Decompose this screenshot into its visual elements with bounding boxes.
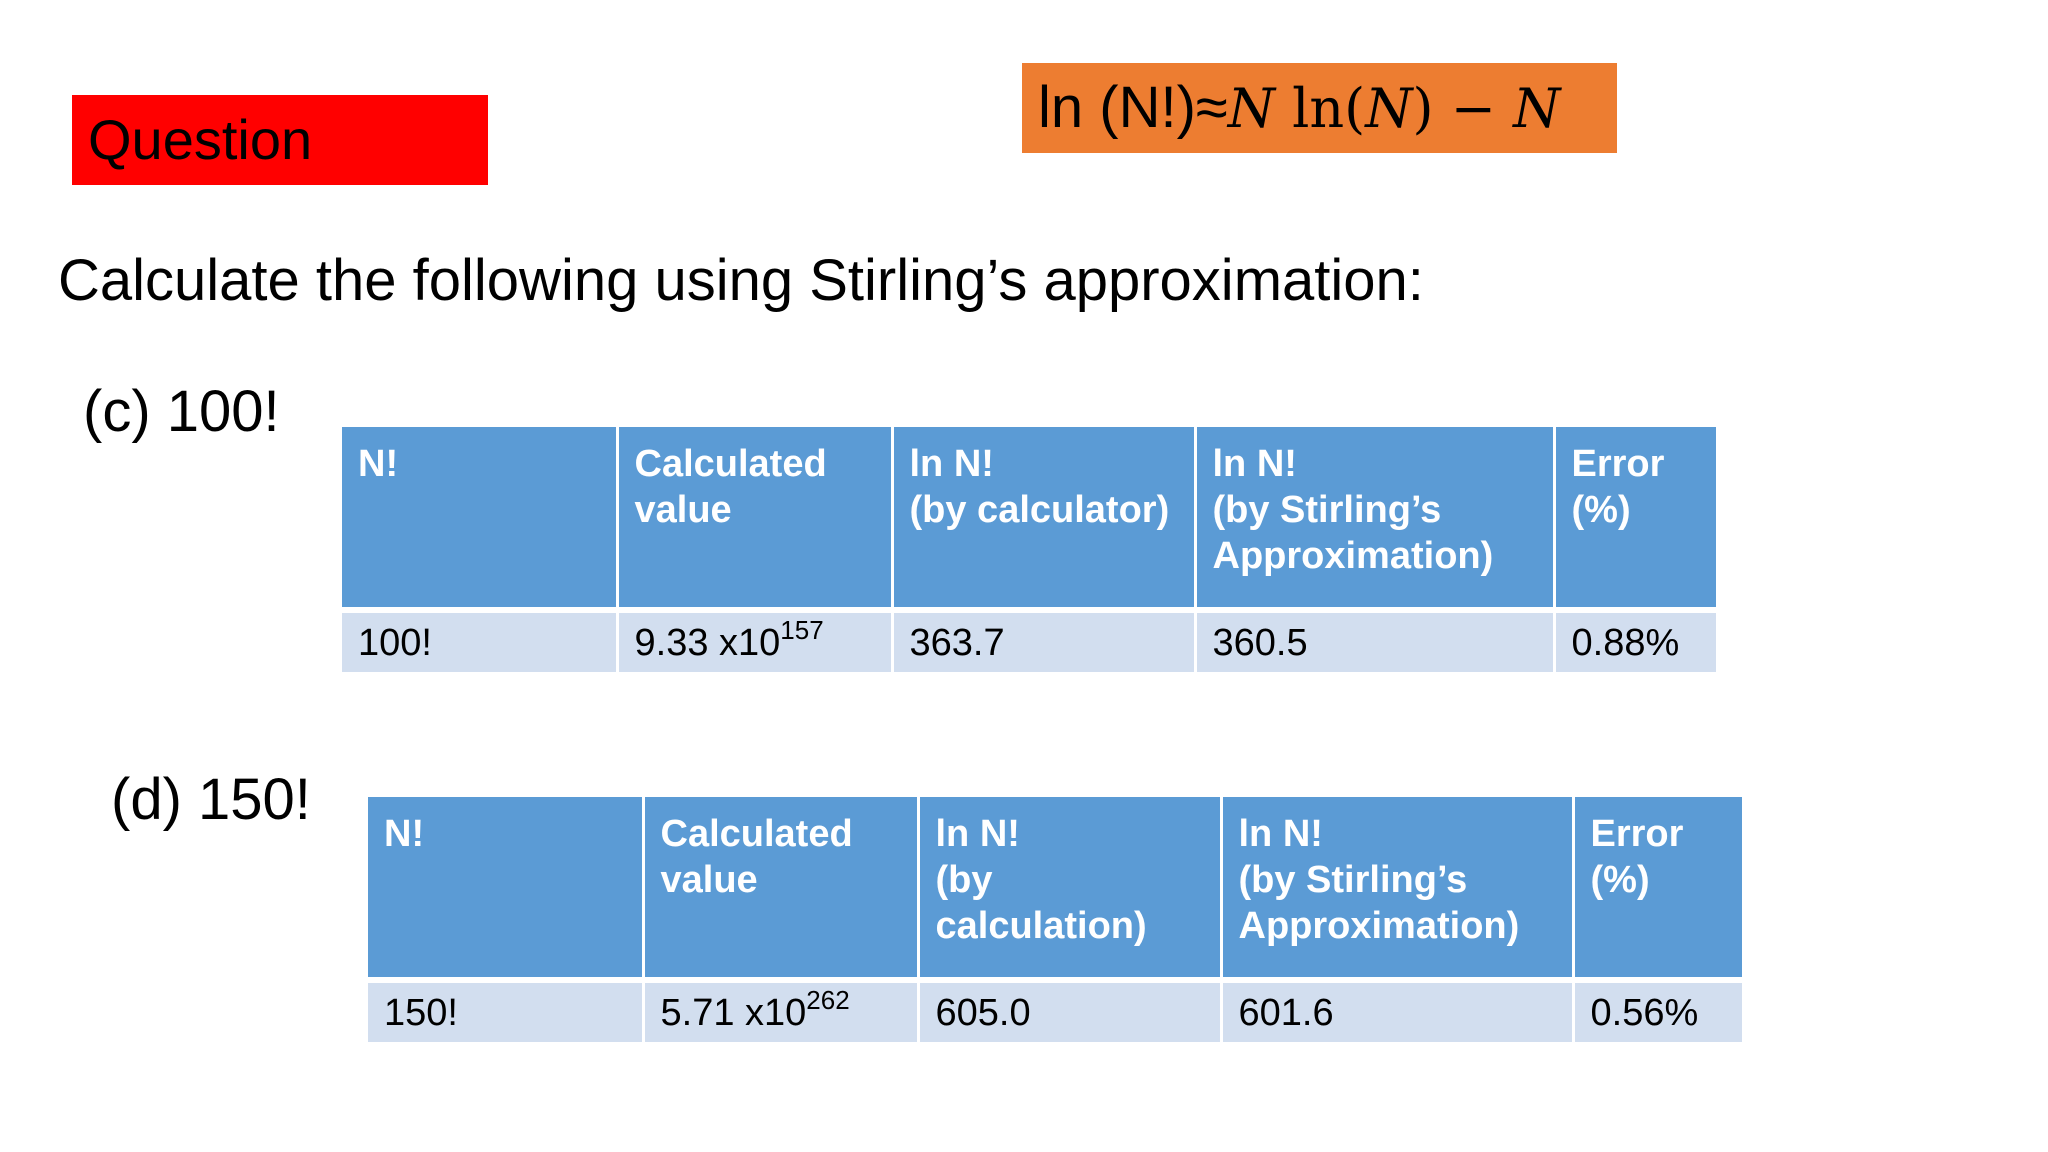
header-ln-stirling: ln N! (by Stirling’s Approximation) <box>1195 427 1556 613</box>
exponent: 262 <box>806 984 850 1015</box>
cell-calculated-value: 5.71 x10262 <box>643 980 920 1042</box>
stirling-formula-box: ln (N!)≈N ln(N) − N <box>1022 63 1617 153</box>
cell-ln-stirling: 360.5 <box>1195 610 1556 672</box>
header-error: Error (%) <box>1573 797 1742 983</box>
cell-ln-calculator: 363.7 <box>892 610 1197 672</box>
formula-var-n3: N <box>1513 77 1561 140</box>
header-ln-calculator: ln N! (by calculator) <box>892 427 1197 613</box>
cell-error: 0.56% <box>1573 980 1742 1042</box>
formula-prefix: ln (N!)≈ <box>1038 75 1228 140</box>
cell-ln-calculation: 605.0 <box>918 980 1223 1042</box>
header-error: Error (%) <box>1554 427 1716 613</box>
header-n: N! <box>368 797 645 983</box>
cell-calculated-value: 9.33 x10157 <box>617 610 894 672</box>
exponent: 157 <box>780 614 824 645</box>
header-ln-stirling: ln N! (by Stirling’s Approximation) <box>1221 797 1575 983</box>
table-header-row: N! Calculated value ln N! (by calculatio… <box>368 797 1742 983</box>
table-row: 100! 9.33 x10157 363.7 360.5 0.88% <box>342 610 1716 672</box>
table-row: 150! 5.71 x10262 605.0 601.6 0.56% <box>368 980 1742 1042</box>
part-c-label: (c) 100! <box>83 379 280 444</box>
formula-var-n1: N <box>1227 77 1275 140</box>
header-calculated-value: Calculated value <box>643 797 920 983</box>
formula-var-n2: N <box>1365 77 1413 140</box>
question-badge: Question <box>72 95 488 185</box>
formula-math: N ln(N) − N <box>1228 77 1561 140</box>
part-d-label: (d) 150! <box>111 767 311 832</box>
question-label: Question <box>88 108 313 171</box>
slide-heading: Calculate the following using Stirling’s… <box>58 248 1424 313</box>
table-part-c: N! Calculated value ln N! (by calculator… <box>342 427 1716 672</box>
cell-n: 150! <box>368 980 645 1042</box>
cell-ln-stirling: 601.6 <box>1221 980 1575 1042</box>
header-calculated-value: Calculated value <box>617 427 894 613</box>
header-n: N! <box>342 427 619 613</box>
table-header-row: N! Calculated value ln N! (by calculator… <box>342 427 1716 613</box>
formula-ln: ln( <box>1274 77 1366 140</box>
cell-n: 100! <box>342 610 619 672</box>
formula-close: ) − <box>1412 77 1514 140</box>
table-part-d: N! Calculated value ln N! (by calculatio… <box>368 797 1742 1042</box>
cell-error: 0.88% <box>1554 610 1716 672</box>
header-ln-calculation: ln N! (by calculation) <box>918 797 1223 983</box>
